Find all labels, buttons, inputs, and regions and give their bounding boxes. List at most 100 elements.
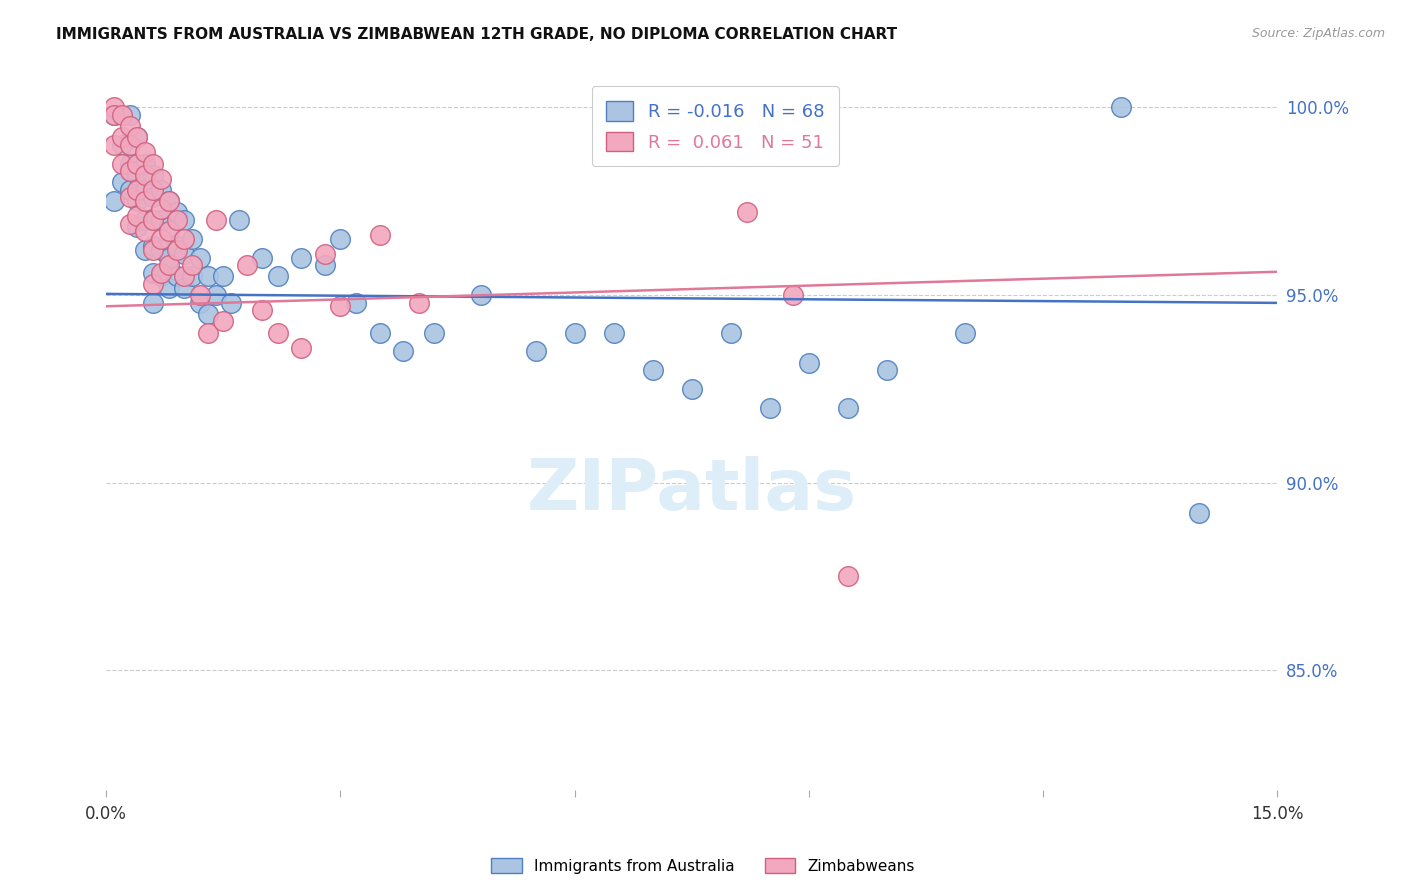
Point [953,326,976,340]
Text: ZIPatlas: ZIPatlas [527,457,856,525]
Point [134,183,156,197]
Point [188,288,211,302]
Point [290,341,312,355]
Point [127,209,149,223]
Point [173,280,195,294]
Point [166,205,188,219]
Point [166,239,188,253]
Point [118,164,141,178]
Point [204,213,226,227]
Point [127,157,149,171]
Point [118,217,141,231]
Point [149,269,172,284]
Point [197,269,219,284]
Point [173,269,195,284]
Point [173,246,195,260]
Text: IMMIGRANTS FROM AUSTRALIA VS ZIMBABWEAN 12TH GRADE, NO DIPLOMA CORRELATION CHART: IMMIGRANTS FROM AUSTRALIA VS ZIMBABWEAN … [56,27,897,42]
Point [236,258,259,272]
Point [228,213,250,227]
Point [142,157,165,171]
Point [290,251,312,265]
Point [564,326,586,340]
Point [219,295,242,310]
Point [118,183,141,197]
Point [103,194,125,209]
Point [157,258,180,272]
Point [142,213,165,227]
Point [134,145,156,160]
Point [173,232,195,246]
Point [134,243,156,257]
Point [149,202,172,216]
Point [212,269,235,284]
Point [252,251,274,265]
Point [157,224,180,238]
Point [1111,100,1133,114]
Point [329,299,352,313]
Point [127,183,149,197]
Point [157,280,180,294]
Point [142,277,165,291]
Point [720,326,742,340]
Point [188,251,211,265]
Point [103,100,125,114]
Point [267,269,290,284]
Point [314,246,336,260]
Point [111,138,134,153]
Point [134,194,156,209]
Point [103,108,125,122]
Point [111,157,134,171]
Point [157,251,180,265]
Point [111,108,134,122]
Point [166,269,188,284]
Point [314,258,336,272]
Point [181,258,204,272]
Point [267,326,290,340]
Point [173,213,195,227]
Point [118,108,141,122]
Point [118,119,141,133]
Point [149,213,172,227]
Point [103,138,125,153]
Point [197,326,219,340]
Point [329,232,352,246]
Point [111,176,134,190]
Point [142,168,165,182]
Point [735,205,758,219]
Point [212,314,235,328]
Point [142,243,165,257]
Point [127,130,149,145]
Point [197,307,219,321]
Point [1188,506,1211,520]
Point [157,194,180,209]
Point [157,220,180,235]
Point [134,168,156,182]
Point [103,108,125,122]
Point [157,194,180,209]
Point [127,194,149,209]
Point [470,288,492,302]
Point [524,344,547,359]
Legend: Immigrants from Australia, Zimbabweans: Immigrants from Australia, Zimbabweans [485,852,921,880]
Point [134,157,156,171]
Point [134,213,156,227]
Point [423,326,446,340]
Point [142,295,165,310]
Point [368,227,391,242]
Point [142,266,165,280]
Point [603,326,626,340]
Point [759,401,782,415]
Point [149,232,172,246]
Point [181,269,204,284]
Point [392,344,415,359]
Point [408,295,430,310]
Point [118,157,141,171]
Point [142,190,165,204]
Point [111,130,134,145]
Point [837,569,859,583]
Point [118,138,141,153]
Point [149,171,172,186]
Point [797,355,820,369]
Legend: R = -0.016   N = 68, R =  0.061   N = 51: R = -0.016 N = 68, R = 0.061 N = 51 [592,87,839,166]
Point [782,288,804,302]
